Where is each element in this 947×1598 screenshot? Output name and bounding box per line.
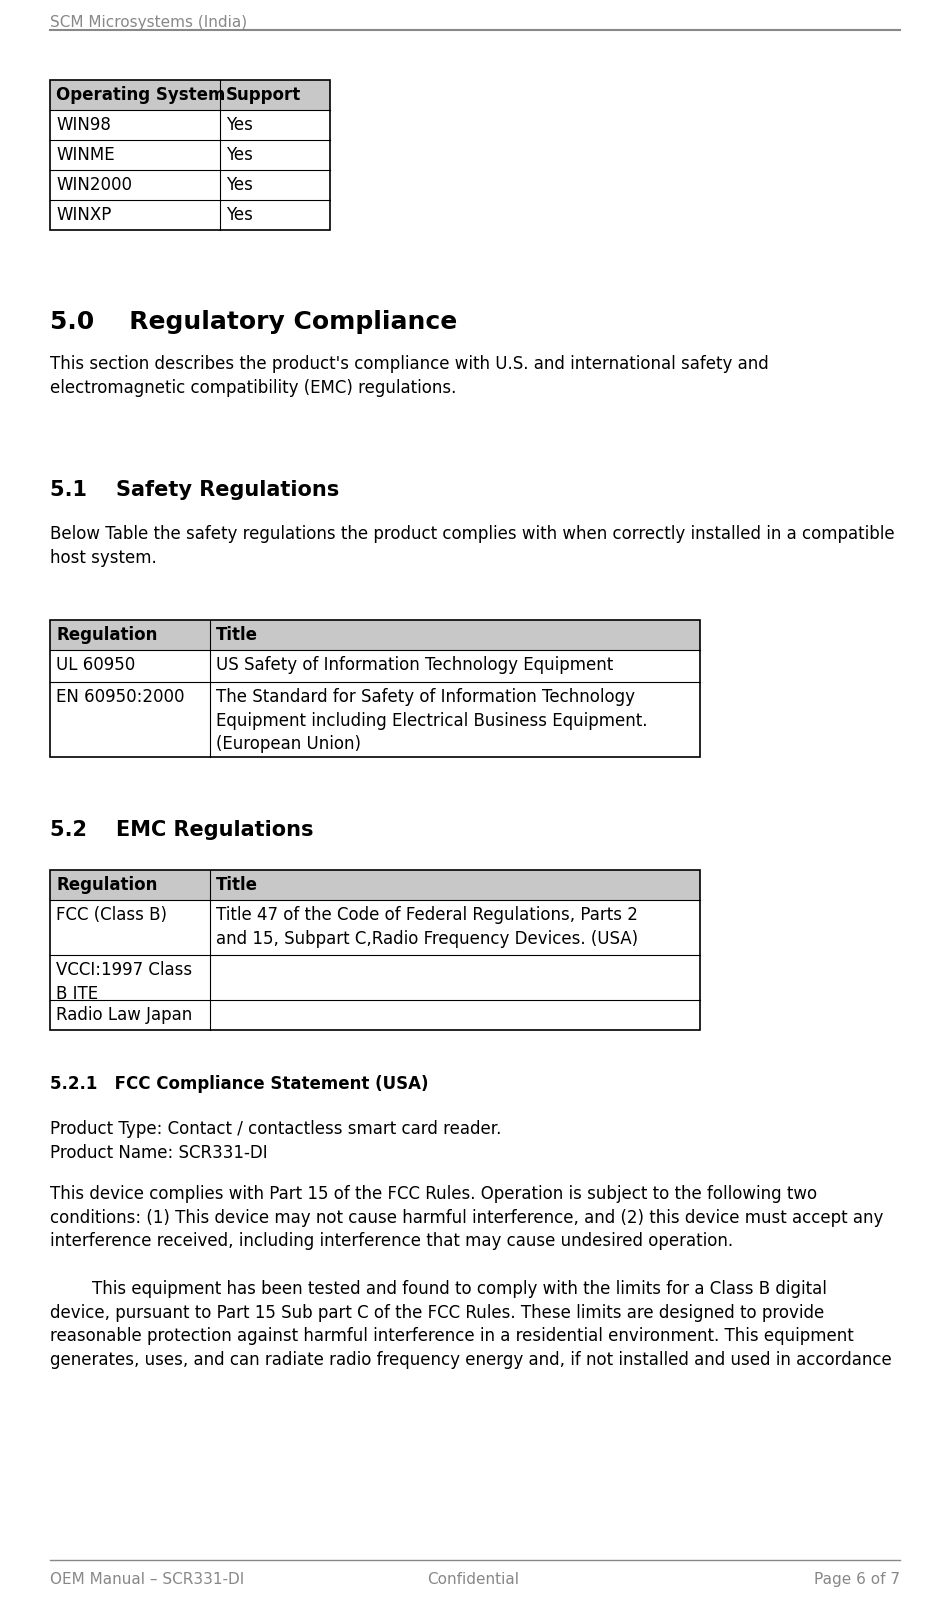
Bar — [50, 80, 330, 110]
Text: OEM Manual – SCR331-DI: OEM Manual – SCR331-DI — [50, 1572, 244, 1587]
Text: Title 47 of the Code of Federal Regulations, Parts 2
and 15, Subpart C,Radio Fre: Title 47 of the Code of Federal Regulati… — [216, 906, 638, 948]
Bar — [50, 80, 330, 230]
Text: Title: Title — [216, 626, 258, 644]
Text: WINME: WINME — [56, 145, 115, 165]
Text: Title: Title — [216, 876, 258, 893]
Text: WIN98: WIN98 — [56, 117, 111, 134]
Text: Radio Law Japan: Radio Law Japan — [56, 1007, 192, 1024]
Text: Support: Support — [226, 86, 301, 104]
Text: This device complies with Part 15 of the FCC Rules. Operation is subject to the : This device complies with Part 15 of the… — [50, 1186, 884, 1250]
Text: 5.2.1   FCC Compliance Statement (USA): 5.2.1 FCC Compliance Statement (USA) — [50, 1075, 428, 1093]
Bar — [50, 620, 700, 650]
Text: Page 6 of 7: Page 6 of 7 — [814, 1572, 900, 1587]
Bar — [50, 869, 700, 900]
Text: UL 60950: UL 60950 — [56, 657, 135, 674]
Text: This equipment has been tested and found to comply with the limits for a Class B: This equipment has been tested and found… — [50, 1280, 892, 1369]
Text: Yes: Yes — [226, 117, 253, 134]
Text: Yes: Yes — [226, 206, 253, 224]
Text: Regulation: Regulation — [56, 626, 157, 644]
Text: The Standard for Safety of Information Technology
Equipment including Electrical: The Standard for Safety of Information T… — [216, 689, 648, 753]
Text: Confidential: Confidential — [427, 1572, 519, 1587]
Text: WINXP: WINXP — [56, 206, 112, 224]
Text: VCCI:1997 Class
B ITE: VCCI:1997 Class B ITE — [56, 960, 192, 1002]
Text: US Safety of Information Technology Equipment: US Safety of Information Technology Equi… — [216, 657, 614, 674]
Text: This section describes the product's compliance with U.S. and international safe: This section describes the product's com… — [50, 355, 769, 396]
Text: 5.1    Safety Regulations: 5.1 Safety Regulations — [50, 479, 339, 500]
Text: Regulation: Regulation — [56, 876, 157, 893]
Text: 5.0    Regulatory Compliance: 5.0 Regulatory Compliance — [50, 310, 457, 334]
Text: Yes: Yes — [226, 176, 253, 193]
Text: SCM Microsystems (India): SCM Microsystems (India) — [50, 14, 247, 30]
Text: WIN2000: WIN2000 — [56, 176, 132, 193]
Text: EN 60950:2000: EN 60950:2000 — [56, 689, 185, 706]
Bar — [50, 869, 700, 1031]
Text: Below Table the safety regulations the product complies with when correctly inst: Below Table the safety regulations the p… — [50, 526, 895, 567]
Text: FCC (Class B): FCC (Class B) — [56, 906, 167, 924]
Text: Yes: Yes — [226, 145, 253, 165]
Text: Product Type: Contact / contactless smart card reader.
Product Name: SCR331-DI: Product Type: Contact / contactless smar… — [50, 1120, 501, 1162]
Bar — [50, 620, 700, 757]
Text: 5.2    EMC Regulations: 5.2 EMC Regulations — [50, 820, 313, 841]
Text: Operating System: Operating System — [56, 86, 225, 104]
